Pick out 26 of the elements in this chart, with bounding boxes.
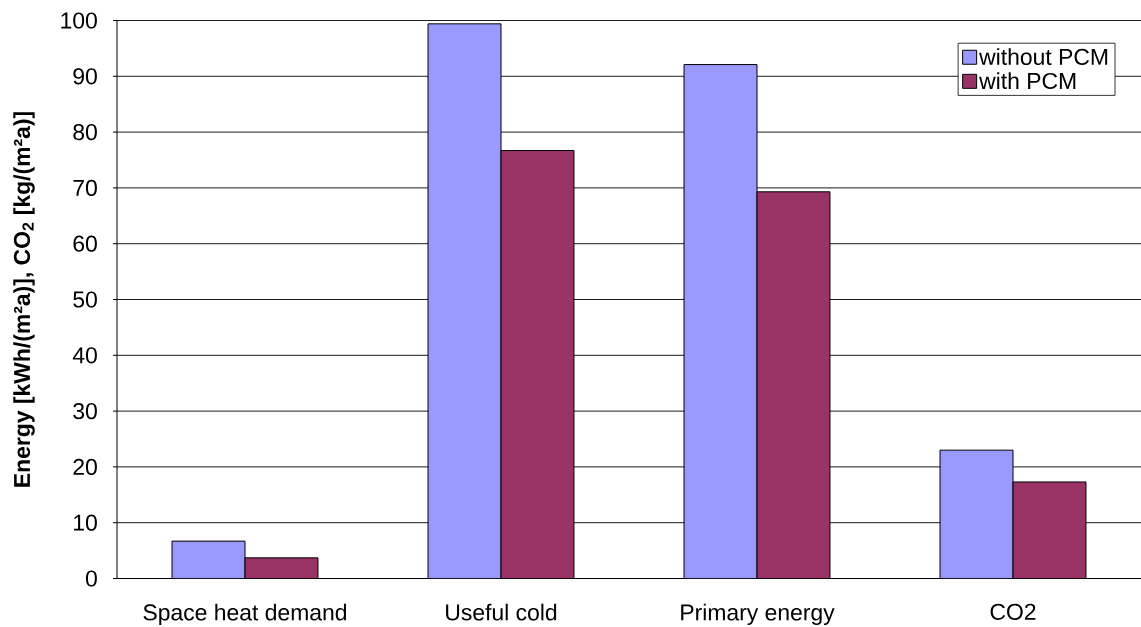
x-tick-label: CO2 [990, 603, 1036, 620]
y-tick-label: 30 [73, 402, 97, 420]
x-tick-label: Useful cold [446, 603, 557, 621]
bar [500, 150, 575, 579]
y-tick-label: 20 [73, 458, 97, 476]
y-tick-label: 10 [74, 514, 97, 531]
y-tick-label: 40 [72, 347, 97, 364]
y-tick-label: 60 [73, 235, 97, 252]
y-tick-label: 70 [73, 179, 97, 196]
x-tick-label: Space heat demand [143, 603, 347, 626]
bar [683, 64, 758, 579]
bar [171, 540, 246, 579]
y-tick-label: 90 [73, 68, 97, 85]
y-axis-title: Energy [kWh/(m²a)], CO$_{2}$ [kg/(m²a)] [13, 112, 35, 487]
bar [427, 23, 502, 579]
bar [1012, 481, 1087, 579]
y-tick-label: 50 [73, 291, 97, 308]
bar [244, 557, 319, 579]
legend-label: without PCM [979, 48, 1108, 66]
x-tick-label: Primary energy [681, 603, 835, 626]
y-tick-label: 100 [61, 12, 97, 29]
bar [756, 191, 831, 579]
bar [939, 449, 1014, 579]
y-tick-label: 80 [73, 123, 97, 141]
y-tick-label: 0 [85, 570, 97, 587]
legend-label: with PCM [979, 72, 1076, 90]
